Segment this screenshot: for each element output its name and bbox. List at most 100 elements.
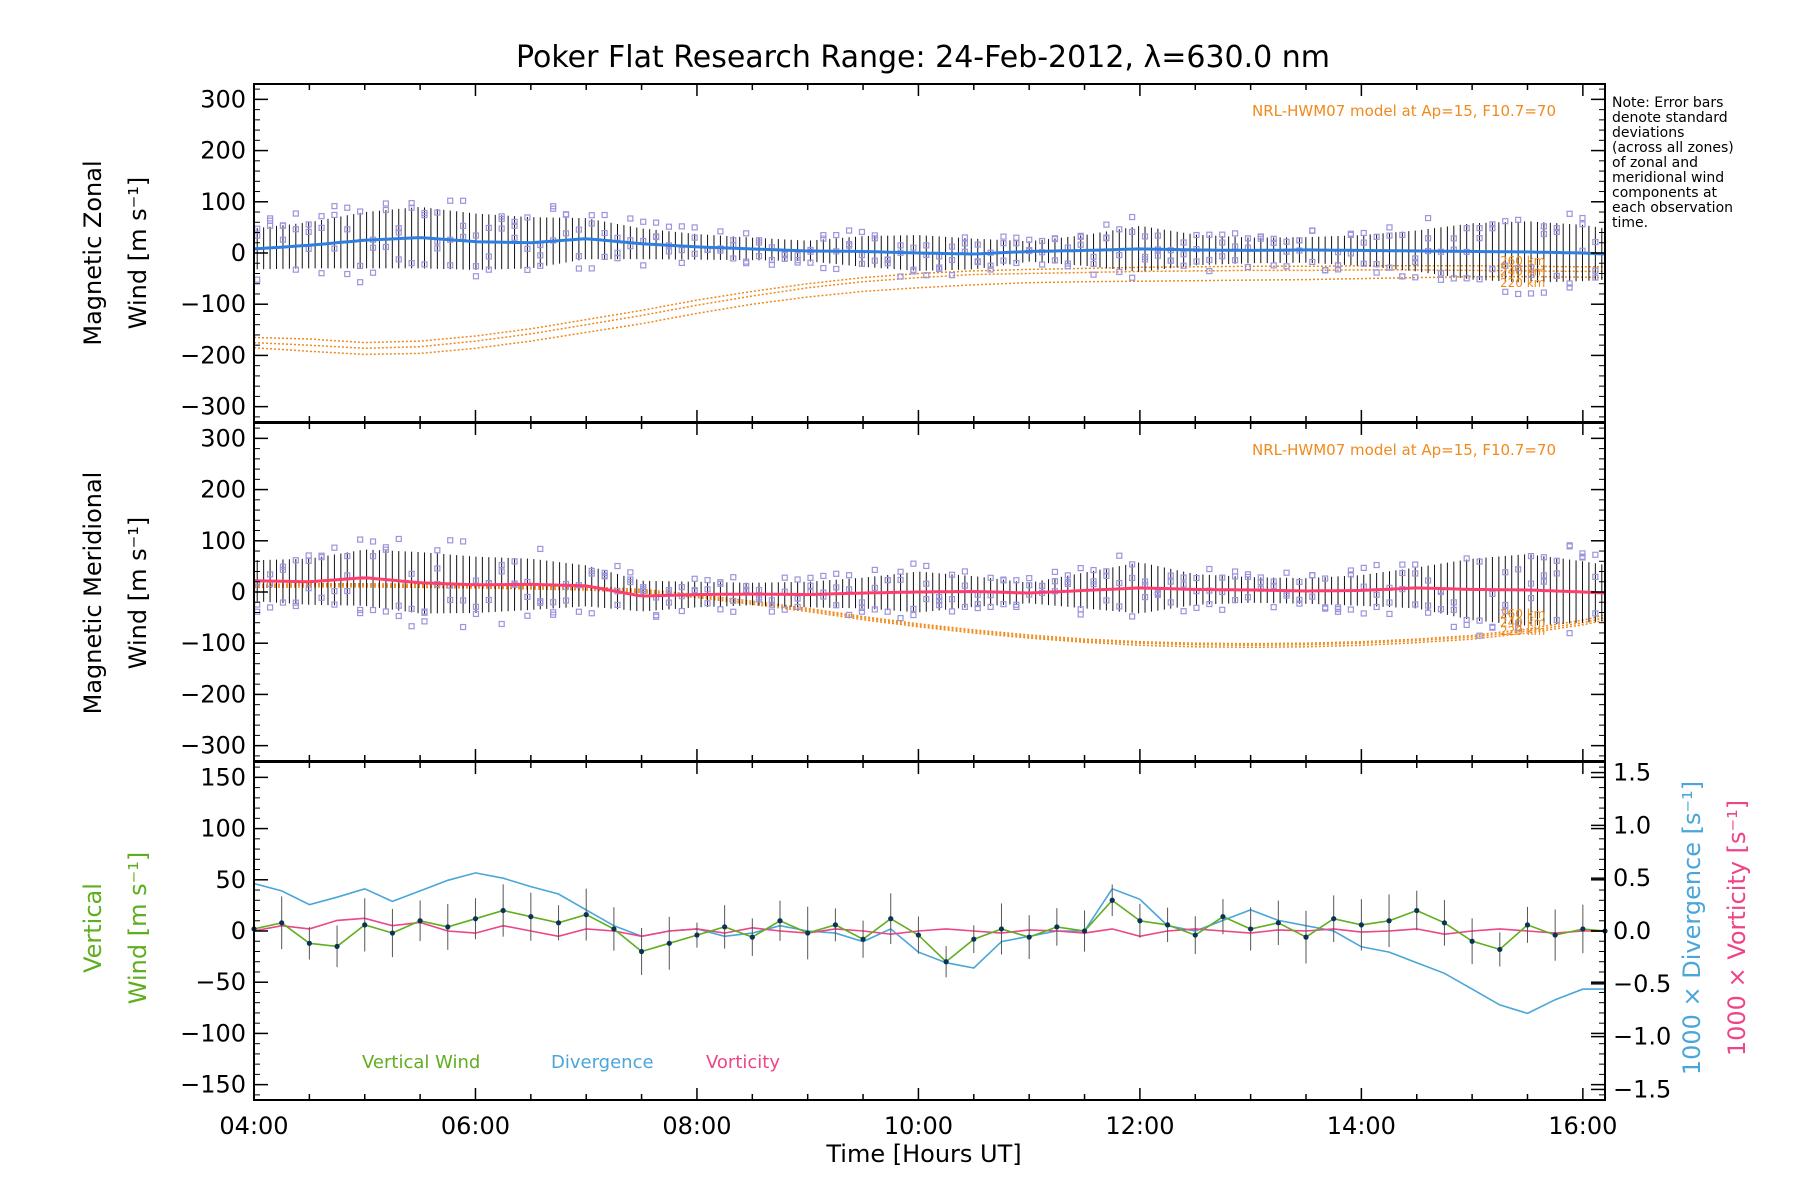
zone-sample	[794, 252, 801, 259]
zone-sample	[691, 234, 698, 241]
zone-sample	[678, 607, 685, 615]
y2-tick-label: 0.5	[1613, 864, 1651, 892]
zone-sample	[357, 279, 364, 286]
zone-sample	[1296, 596, 1303, 603]
zone-sample	[279, 563, 287, 570]
zone-sample	[1386, 232, 1393, 239]
zone-sample	[1373, 233, 1380, 240]
zone-sample	[1000, 240, 1007, 247]
zone-sample	[1270, 235, 1277, 242]
zone-sample	[987, 603, 994, 611]
zone-sample	[421, 609, 428, 616]
zone-sample	[1373, 561, 1380, 569]
vertical-wind-point	[528, 914, 534, 920]
zone-sample	[1129, 561, 1136, 568]
zone-sample	[614, 562, 621, 570]
zone-sample	[279, 566, 287, 573]
zonal-axis-ticks: −300 −200 −100 0 100 200 300	[180, 84, 1605, 422]
zone-sample	[1154, 232, 1161, 239]
zone-sample	[1515, 265, 1522, 272]
zone-sample	[537, 252, 544, 259]
vertical-wind-point	[777, 918, 783, 924]
zone-sample	[1193, 258, 1200, 265]
zone-sample	[601, 229, 608, 237]
zone-sample	[974, 258, 981, 265]
zone-sample	[910, 244, 917, 251]
zone-sample	[344, 587, 351, 595]
zone-sample	[1322, 604, 1329, 611]
zone-sample	[1373, 269, 1380, 276]
zone-sample	[344, 270, 351, 278]
zone-sample	[1244, 263, 1252, 271]
zone-sample	[1064, 580, 1071, 588]
zone-sample	[1283, 263, 1290, 270]
zone-sample	[331, 544, 338, 551]
zone-sample	[266, 604, 274, 611]
zone-sample	[923, 272, 930, 279]
zone-sample	[279, 236, 287, 243]
zone-sample	[1167, 257, 1174, 264]
y2-tick-label: 0.0	[1613, 917, 1651, 945]
zone-sample	[1437, 270, 1445, 277]
zone-sample	[820, 232, 827, 239]
zone-sample	[1064, 572, 1071, 579]
zone-sample	[1167, 578, 1174, 585]
zone-sample	[717, 606, 724, 613]
zone-sample	[498, 225, 505, 232]
zone-sample	[1219, 239, 1226, 246]
p3-ytick-label: −150	[180, 1071, 246, 1099]
zone-sample	[1051, 235, 1059, 243]
zone-sample	[884, 260, 891, 267]
zone-sample	[961, 582, 968, 589]
zone-sample	[1193, 604, 1200, 611]
zone-sample	[1206, 231, 1213, 238]
zone-sample	[1527, 552, 1535, 560]
zone-sample	[1103, 568, 1110, 575]
zone-sample	[845, 227, 853, 234]
zone-sample	[1180, 262, 1187, 269]
x-axis-title: Time [Hours UT]	[825, 1140, 1021, 1168]
zone-sample	[923, 242, 930, 249]
model-line-220-km	[253, 275, 1606, 356]
p3-ytick-label: 0	[231, 917, 246, 945]
p1-ytick-label: 0	[231, 239, 246, 267]
zone-sample	[331, 588, 338, 595]
zone-sample	[588, 265, 595, 272]
zone-sample	[485, 253, 492, 260]
zone-sample	[472, 603, 480, 610]
zone-sample	[472, 273, 480, 280]
zone-sample	[1463, 616, 1470, 624]
zone-sample	[1450, 599, 1457, 606]
zone-sample	[434, 547, 441, 554]
zone-sample	[575, 608, 582, 615]
zone-sample	[884, 608, 891, 615]
zone-sample	[434, 565, 441, 572]
zone-sample	[807, 574, 814, 581]
zone-sample	[1437, 276, 1445, 283]
meridional-model-label: NRL-HWM07 model at Ap=15, F10.7=70	[1252, 441, 1556, 459]
zone-sample	[1437, 606, 1445, 613]
zone-sample	[794, 576, 801, 583]
zone-sample	[1038, 261, 1046, 268]
zone-sample	[948, 243, 956, 250]
zone-sample	[357, 606, 364, 614]
zone-sample	[627, 569, 634, 576]
zone-sample	[408, 200, 415, 207]
zone-sample	[1141, 253, 1149, 260]
zone-sample	[1129, 613, 1136, 620]
zone-sample	[1141, 578, 1149, 585]
zone-sample	[588, 610, 595, 617]
altitude-label: 220 km	[1500, 276, 1545, 290]
zone-sample	[923, 562, 930, 570]
zone-sample	[1489, 590, 1496, 597]
zone-sample	[459, 597, 467, 604]
zone-sample	[331, 601, 338, 608]
zone-sample	[936, 597, 943, 604]
zone-sample	[305, 228, 312, 235]
zone-sample	[1051, 578, 1059, 585]
zone-sample	[357, 536, 364, 543]
vertical-wind-point	[722, 924, 728, 930]
meridional-panel: −300 −200 −100 0 100 200 300 NRL-HWM07 model a…	[79, 422, 1606, 762]
zone-sample	[588, 212, 595, 219]
